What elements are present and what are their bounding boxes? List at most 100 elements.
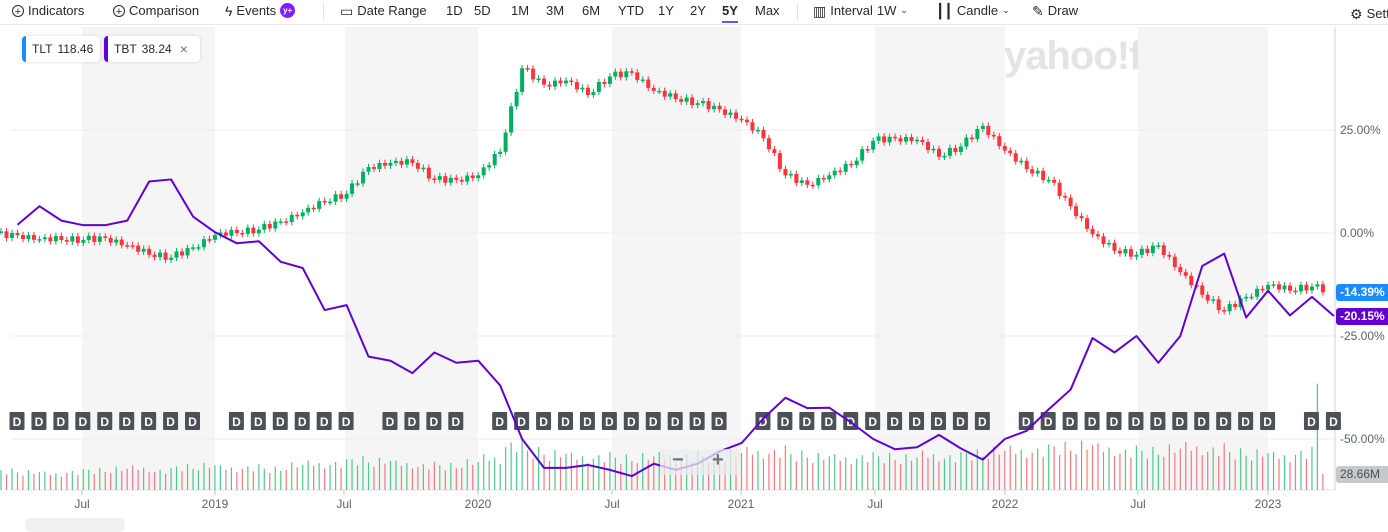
dividend-marker[interactable]: D — [799, 412, 815, 430]
zoom-out-button[interactable]: − — [672, 449, 684, 471]
dividend-marker[interactable]: D — [492, 412, 508, 430]
range-5d[interactable]: 5D — [474, 3, 491, 18]
dividend-marker[interactable]: D — [53, 412, 69, 430]
dividend-marker[interactable]: D — [623, 412, 639, 430]
range-3m[interactable]: 3M — [546, 3, 565, 18]
chart-type-dropdown[interactable]: ┃┃ Candle ⌄ — [936, 3, 1010, 18]
dividend-marker[interactable]: D — [536, 412, 552, 430]
range-1m[interactable]: 1M — [511, 3, 530, 18]
dividend-marker[interactable]: D — [1106, 412, 1122, 430]
dividend-marker[interactable]: D — [645, 412, 661, 430]
candle-body — [564, 80, 568, 84]
dividend-marker[interactable]: D — [272, 412, 288, 430]
dividend-marker[interactable]: D — [930, 412, 946, 430]
dividend-marker[interactable]: D — [1062, 412, 1078, 430]
candle-body — [871, 140, 876, 150]
dividend-marker[interactable]: D — [821, 412, 837, 430]
dividend-marker[interactable]: D — [1260, 412, 1276, 430]
dividend-marker[interactable]: D — [711, 412, 727, 430]
dividend-marker[interactable]: D — [75, 412, 91, 430]
settings-button[interactable]: ⚙Settings — [1350, 6, 1388, 21]
dividend-marker[interactable]: D — [382, 412, 398, 430]
remove-comparison-icon[interactable]: × — [179, 41, 188, 57]
dividend-marker-box — [579, 412, 595, 430]
dividend-marker[interactable]: D — [1238, 412, 1254, 430]
dividend-marker[interactable]: D — [185, 412, 201, 430]
dividend-marker[interactable]: D — [952, 412, 968, 430]
dividend-marker[interactable]: D — [97, 412, 113, 430]
zoom-in-button[interactable]: + — [712, 449, 724, 471]
dividend-marker[interactable]: D — [316, 412, 332, 430]
dividend-marker[interactable]: D — [1018, 412, 1034, 430]
range-navigator-handle[interactable] — [25, 518, 125, 532]
candle-body — [898, 138, 903, 142]
dividend-marker[interactable]: D — [579, 412, 595, 430]
dividend-marker[interactable]: D — [1303, 412, 1319, 430]
candle-body — [1293, 290, 1298, 293]
range-5y[interactable]: 5Y — [722, 3, 738, 23]
dividend-marker[interactable]: D — [228, 412, 244, 430]
interval-dropdown[interactable]: ▥ Interval 1W ⌄ — [813, 3, 908, 18]
dividend-marker[interactable]: D — [601, 412, 617, 430]
candle-body — [662, 90, 667, 97]
dividend-marker-label: D — [1263, 415, 1272, 429]
dividend-marker[interactable]: D — [777, 412, 793, 430]
legend-chip-tbt[interactable]: TBT 38.24 × — [104, 36, 200, 62]
dividend-marker[interactable]: D — [514, 412, 530, 430]
dividend-marker[interactable]: D — [141, 412, 157, 430]
dividend-marker[interactable]: D — [1128, 412, 1144, 430]
candle-body — [328, 201, 333, 204]
dividend-marker-box — [711, 412, 727, 430]
candle-body — [761, 129, 766, 139]
date-range-button[interactable]: ▭ Date Range — [340, 3, 427, 18]
dividend-marker[interactable]: D — [1172, 412, 1188, 430]
dividend-marker[interactable]: D — [163, 412, 179, 430]
dividend-marker[interactable]: D — [1194, 412, 1210, 430]
range-1d[interactable]: 1D — [446, 3, 463, 18]
legend-chip-tlt[interactable]: TLT 118.46 — [22, 36, 100, 62]
dividend-marker[interactable]: D — [558, 412, 573, 430]
dividend-marker-box — [272, 412, 288, 430]
candle-body — [964, 137, 969, 147]
dividend-marker[interactable]: D — [667, 412, 683, 430]
candle-body — [498, 151, 503, 154]
comparison-button[interactable]: + Comparison — [113, 3, 199, 18]
dividend-marker[interactable]: D — [448, 412, 464, 430]
events-button[interactable]: ϟ Events y+ — [225, 3, 296, 18]
indicators-button[interactable]: + Indicators — [12, 3, 84, 18]
dividend-marker[interactable]: D — [426, 412, 442, 430]
dividend-marker[interactable]: D — [250, 412, 266, 430]
dividend-marker[interactable]: D — [294, 412, 310, 430]
dividend-marker[interactable]: D — [974, 412, 990, 430]
dividend-marker[interactable]: D — [404, 412, 420, 430]
dividend-marker[interactable]: D — [1084, 412, 1100, 430]
range-2y[interactable]: 2Y — [690, 3, 706, 18]
candle-body — [915, 139, 920, 142]
draw-button[interactable]: ✎ Draw — [1032, 3, 1078, 18]
plus-circle-icon: + — [12, 4, 24, 18]
candle-body — [1024, 160, 1029, 170]
dividend-marker[interactable]: D — [1325, 412, 1341, 430]
range-max[interactable]: Max — [755, 3, 780, 18]
dividend-marker[interactable]: D — [865, 412, 881, 430]
dividend-marker[interactable]: D — [31, 412, 47, 430]
dividend-marker[interactable]: D — [119, 412, 135, 430]
dividend-marker[interactable]: D — [887, 412, 903, 430]
dividend-marker[interactable]: D — [1216, 412, 1232, 430]
dividend-marker[interactable]: D — [1040, 412, 1056, 430]
candle-body — [108, 237, 113, 243]
range-1y[interactable]: 1Y — [658, 3, 674, 18]
zoom-control: − + — [660, 449, 740, 475]
dividend-marker[interactable]: D — [1150, 412, 1166, 430]
dividend-marker-label: D — [451, 415, 460, 429]
candle-body — [306, 207, 311, 213]
yahoo-plus-badge: y+ — [280, 3, 296, 18]
dividend-marker[interactable]: D — [338, 412, 354, 430]
dividend-marker-label: D — [671, 415, 680, 429]
dividend-marker[interactable]: D — [909, 412, 925, 430]
range-ytd[interactable]: YTD — [618, 3, 644, 18]
range-6m[interactable]: 6M — [582, 3, 601, 18]
dividend-marker[interactable]: D — [9, 412, 25, 430]
dividend-marker[interactable]: D — [689, 412, 705, 430]
